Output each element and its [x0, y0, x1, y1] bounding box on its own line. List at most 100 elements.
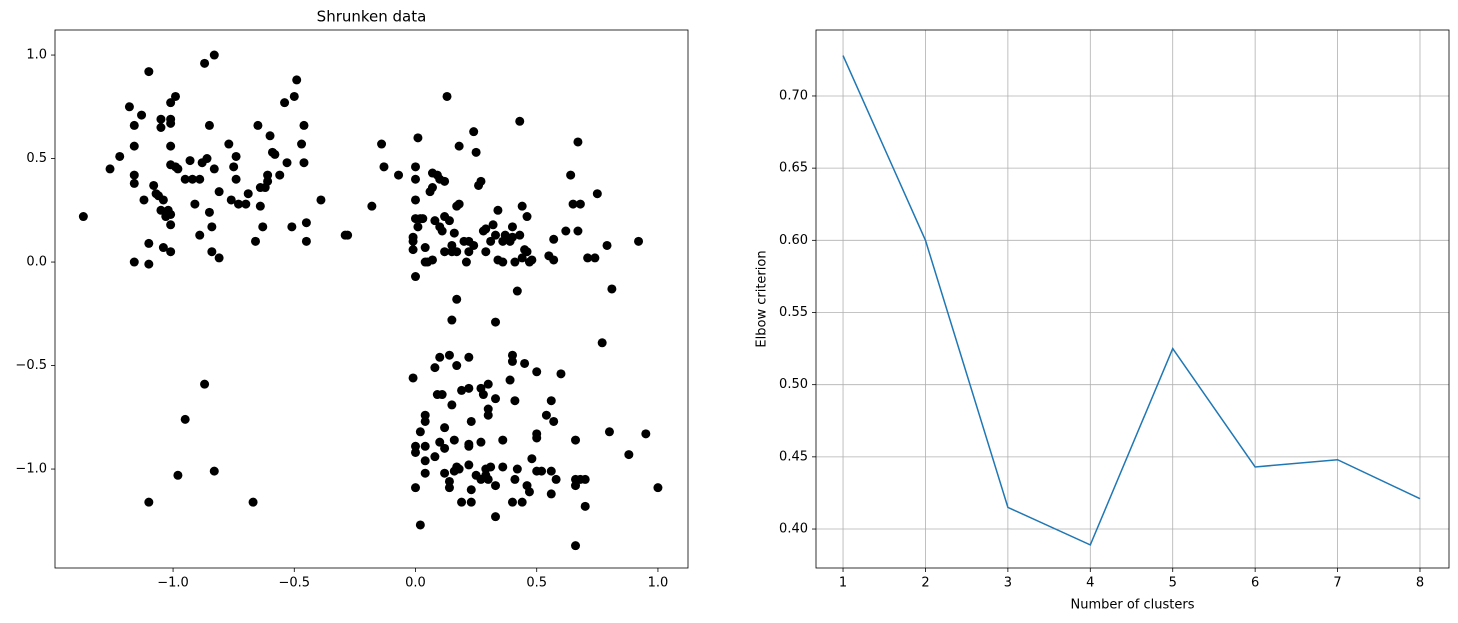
point: [449, 435, 459, 445]
point: [498, 257, 508, 267]
point: [440, 247, 450, 257]
point: [597, 338, 607, 348]
point: [166, 118, 176, 128]
point: [556, 369, 566, 379]
point: [481, 224, 491, 234]
point: [280, 98, 290, 108]
point: [541, 410, 551, 420]
point: [156, 122, 166, 132]
x-tick-label: 1: [839, 576, 847, 591]
x-tick-label: 8: [1416, 576, 1424, 591]
point: [491, 394, 501, 404]
point: [214, 253, 224, 263]
point: [447, 315, 457, 325]
point: [571, 481, 581, 491]
point: [166, 141, 176, 151]
y-tick-label: 0.65: [779, 161, 808, 176]
x-tick-label: −1.0: [157, 576, 189, 591]
point: [408, 236, 418, 246]
point: [263, 170, 273, 180]
point: [444, 216, 454, 226]
point: [486, 236, 496, 246]
point: [604, 427, 614, 437]
point: [457, 497, 467, 507]
point: [440, 468, 450, 478]
x-tick-label: 7: [1333, 576, 1341, 591]
point: [394, 170, 404, 180]
chart-title: Shrunken data: [317, 8, 427, 26]
point: [149, 180, 159, 190]
point: [571, 435, 581, 445]
point: [241, 199, 251, 209]
point: [517, 201, 527, 211]
point: [452, 294, 462, 304]
point: [299, 158, 309, 168]
point: [129, 170, 139, 180]
point: [634, 236, 644, 246]
point: [415, 520, 425, 530]
point: [466, 497, 476, 507]
point: [195, 174, 205, 184]
point: [156, 205, 166, 215]
point: [430, 216, 440, 226]
point: [435, 437, 445, 447]
point: [129, 178, 139, 188]
point: [440, 423, 450, 433]
point: [367, 201, 377, 211]
point: [491, 230, 501, 240]
point: [115, 151, 125, 161]
point: [512, 286, 522, 296]
y-tick-label: 0.55: [779, 305, 808, 320]
point: [507, 222, 517, 232]
point: [549, 416, 559, 426]
point: [491, 317, 501, 327]
point: [527, 255, 537, 265]
point: [170, 91, 180, 101]
point: [476, 437, 486, 447]
point: [507, 356, 517, 366]
point: [415, 427, 425, 437]
point: [532, 433, 542, 443]
point: [287, 222, 297, 232]
point: [471, 147, 481, 157]
point: [549, 234, 559, 244]
point: [377, 139, 387, 149]
point: [483, 404, 493, 414]
point: [418, 214, 428, 224]
point: [420, 410, 430, 420]
point: [469, 127, 479, 137]
point: [265, 131, 275, 141]
x-tick-label: 6: [1251, 576, 1259, 591]
point: [602, 240, 612, 250]
point: [464, 352, 474, 362]
point: [207, 222, 217, 232]
point: [195, 230, 205, 240]
point: [137, 110, 147, 120]
point: [411, 195, 421, 205]
point: [549, 255, 559, 265]
point: [129, 257, 139, 267]
point: [200, 379, 210, 389]
point: [248, 497, 258, 507]
point: [524, 487, 534, 497]
point: [200, 58, 210, 68]
point: [491, 481, 501, 491]
point: [173, 470, 183, 480]
point: [551, 474, 561, 484]
point: [464, 460, 474, 470]
point: [411, 272, 421, 282]
point: [173, 164, 183, 174]
y-tick-label: −0.5: [15, 358, 47, 373]
point: [427, 255, 437, 265]
point: [427, 183, 437, 193]
point: [226, 195, 236, 205]
point: [493, 205, 503, 215]
point: [411, 174, 421, 184]
point: [209, 466, 219, 476]
point: [231, 151, 241, 161]
point: [580, 474, 590, 484]
point: [214, 187, 224, 197]
point: [275, 170, 285, 180]
y-axis-label: Elbow criterion: [755, 250, 770, 347]
y-tick-label: 0.70: [779, 88, 808, 103]
